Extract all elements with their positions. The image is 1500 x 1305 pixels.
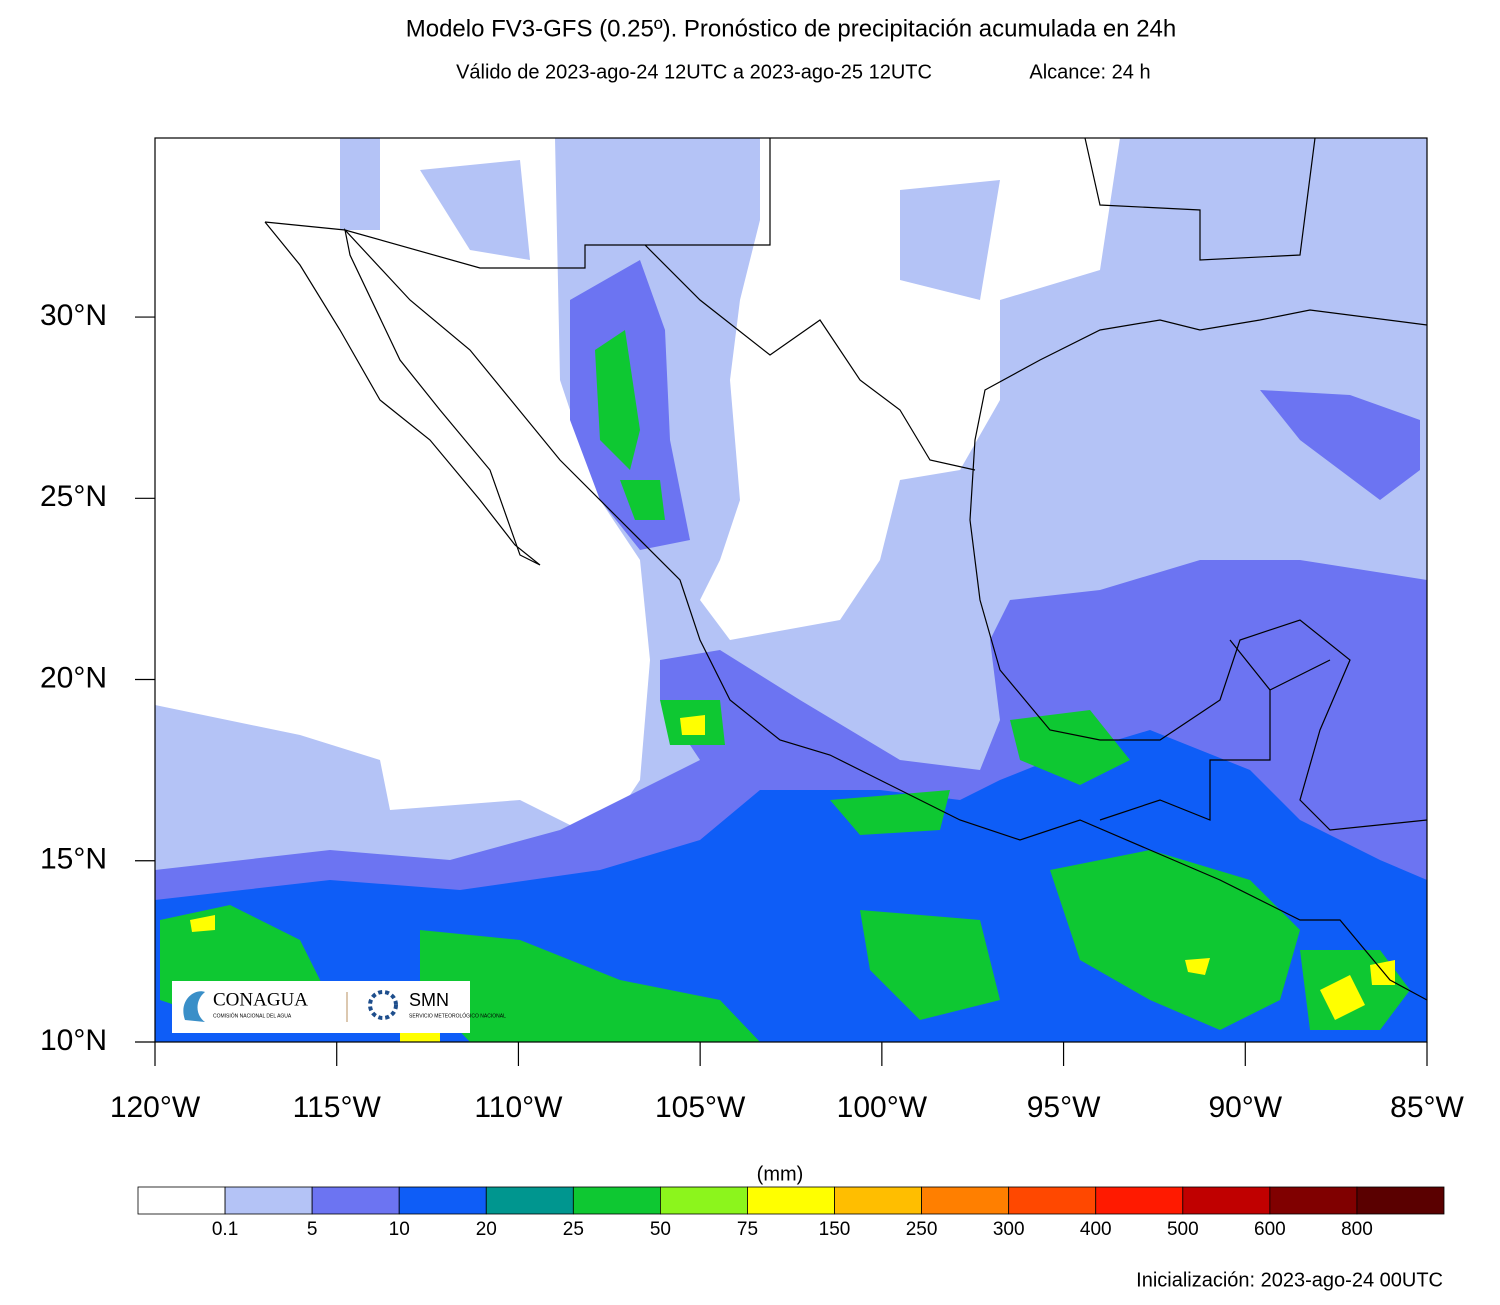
colorbar-box <box>921 1186 1010 1215</box>
smn-logo: SMN <box>409 990 449 1010</box>
title: Modelo FV3-GFS (0.25º). Pronóstico de pr… <box>406 15 1177 42</box>
coastline <box>969 309 1427 831</box>
colorbar-label: 50 <box>650 1219 671 1240</box>
colorbar-label: 250 <box>906 1219 938 1240</box>
lat-tick-label: 10°N <box>40 1024 107 1057</box>
smn-subtitle: SERVICIO METEOROLÓGICO NACIONAL <box>409 1012 506 1019</box>
colorbar-label: 20 <box>476 1219 497 1240</box>
colorbar-box <box>137 1186 226 1215</box>
colorbar-box <box>572 1186 661 1215</box>
colorbar-label: 600 <box>1254 1219 1286 1240</box>
colorbar-box <box>747 1186 835 1215</box>
colorbar-box <box>1008 1186 1097 1215</box>
lon-tick-label: 120°W <box>110 1091 201 1124</box>
colorbar-label: 75 <box>737 1219 758 1240</box>
smn-icon <box>368 990 398 1020</box>
lat-tick-label: 20°N <box>40 661 107 694</box>
colorbar-box <box>1182 1186 1271 1215</box>
colorbar-label: 10 <box>389 1219 410 1240</box>
colorbar-box <box>485 1186 574 1215</box>
lon-tick-label: 95°W <box>1027 1091 1101 1124</box>
colorbar-label: 500 <box>1167 1219 1199 1240</box>
logo-panel: CONAGUA COMISIÓN NACIONAL DEL AGUA SMN S… <box>172 981 506 1033</box>
lat-tick-label: 25°N <box>40 480 107 513</box>
conagua-logo: CONAGUA <box>213 989 308 1010</box>
valid-period: Válido de 2023-ago-24 12UTC a 2023-ago-2… <box>456 61 932 83</box>
colorbar-label: 0.1 <box>212 1219 238 1240</box>
colorbar-box <box>1095 1186 1184 1215</box>
coastline <box>264 221 1427 1001</box>
border <box>264 138 1331 821</box>
plot-frame <box>154 137 1428 1043</box>
colorbar-unit: (mm) <box>757 1163 804 1185</box>
lon-tick-label: 115°W <box>293 1091 382 1124</box>
colorbar-label: 400 <box>1080 1219 1112 1240</box>
lon-tick-label: 85°W <box>1390 1091 1464 1124</box>
colorbar-label: 5 <box>307 1219 318 1240</box>
conagua-icon <box>183 991 205 1022</box>
lead-time: Alcance: 24 h <box>1029 61 1150 83</box>
colorbar-box <box>660 1186 748 1215</box>
logo-background <box>172 981 470 1033</box>
colorbar-label: 25 <box>563 1219 584 1240</box>
colorbar-label: 800 <box>1341 1219 1373 1240</box>
colorbar-box <box>398 1186 487 1215</box>
colorbar-box <box>311 1186 400 1215</box>
lat-tick-label: 30°N <box>40 299 107 332</box>
lon-tick-label: 110°W <box>474 1091 563 1124</box>
lon-tick-label: 100°W <box>837 1091 928 1124</box>
lat-tick-label: 15°N <box>40 843 107 876</box>
precip-field <box>155 138 1427 1042</box>
precip-area <box>160 330 1410 1042</box>
conagua-subtitle: COMISIÓN NACIONAL DEL AGUA <box>213 1012 292 1019</box>
colorbar-box <box>834 1186 922 1215</box>
colorbar-box <box>1356 1186 1445 1215</box>
colorbar-box <box>224 1186 313 1215</box>
precip-area <box>570 260 1420 550</box>
lon-tick-label: 90°W <box>1208 1091 1282 1124</box>
colorbar-label: 150 <box>819 1219 851 1240</box>
colorbar-box <box>1269 1186 1358 1215</box>
colorbar-label: 300 <box>993 1219 1025 1240</box>
lon-tick-label: 105°W <box>655 1091 746 1124</box>
init-time: Inicialización: 2023-ago-24 00UTC <box>1136 1269 1443 1291</box>
precip-area <box>340 138 1000 300</box>
